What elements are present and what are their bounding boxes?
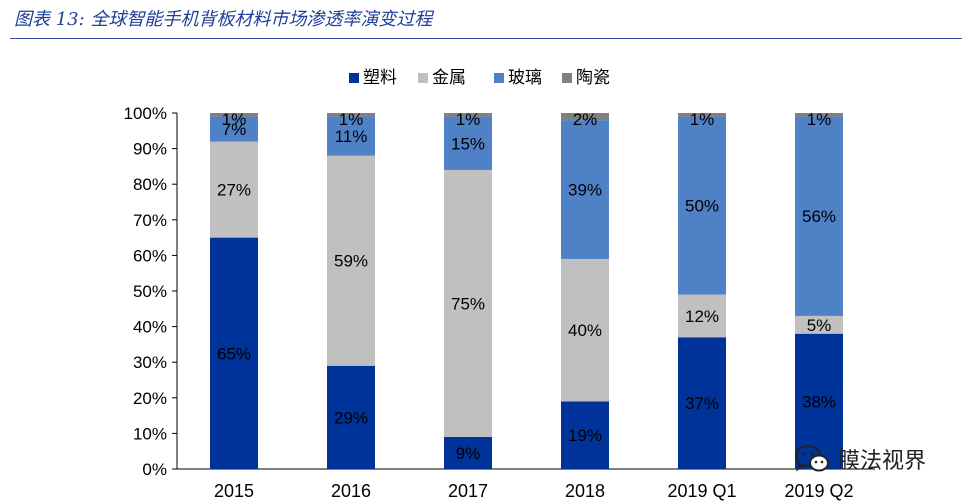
legend-label: 金属 [432, 68, 466, 87]
bar-segment [327, 365, 375, 469]
bar-segment [795, 116, 843, 316]
data-label: 40% [568, 321, 602, 340]
data-label: 7% [222, 120, 247, 139]
y-tick-label: 100% [124, 104, 167, 123]
y-tick-label: 90% [133, 140, 167, 159]
data-label: 27% [217, 181, 251, 200]
bar-segment [678, 113, 726, 117]
data-label: 65% [217, 344, 251, 363]
y-tick-label: 70% [133, 211, 167, 230]
data-label: 56% [802, 207, 836, 226]
data-label: 38% [802, 392, 836, 411]
bar-segment [327, 155, 375, 366]
y-tick-label: 30% [133, 353, 167, 372]
data-label: 1% [339, 110, 364, 129]
data-label: 9% [456, 444, 481, 463]
data-label: 1% [690, 110, 715, 129]
legend-label: 玻璃 [508, 68, 542, 87]
x-tick-label: 2016 [331, 481, 371, 501]
data-label: 1% [456, 110, 481, 129]
y-tick-label: 60% [133, 246, 167, 265]
x-tick-label: 2019 Q2 [784, 481, 853, 501]
bar-segment [444, 169, 492, 437]
bar-segment [210, 113, 258, 117]
legend-swatch [494, 73, 504, 83]
watermark-text: 膜法视界 [838, 448, 927, 473]
figure-number: 图表 13: [14, 9, 85, 30]
bar-segment [327, 113, 375, 117]
bar-segment [678, 116, 726, 295]
bar-segment [795, 315, 843, 334]
x-tick-label: 2019 Q1 [667, 481, 736, 501]
data-label: 75% [451, 294, 485, 313]
data-label: 1% [222, 110, 247, 129]
data-label: 37% [685, 394, 719, 413]
bar-segment [561, 258, 609, 402]
bar-segment [210, 141, 258, 238]
legend-swatch [418, 73, 428, 83]
data-label: 39% [568, 181, 602, 200]
x-tick-label: 2015 [214, 481, 254, 501]
watermark: 膜法视界 [794, 442, 926, 476]
bar-segment [327, 116, 375, 156]
data-label: 19% [568, 426, 602, 445]
bar-segment [678, 337, 726, 469]
wechat-icon [795, 445, 829, 472]
y-tick-label: 10% [133, 424, 167, 443]
data-label: 1% [807, 110, 832, 129]
figure-title-text: 全球智能手机背板材料市场渗透率演变过程 [90, 9, 433, 30]
y-tick-label: 20% [133, 389, 167, 408]
legend-label: 陶瓷 [576, 68, 610, 87]
x-tick-label: 2018 [565, 481, 605, 501]
data-label: 2% [573, 110, 598, 129]
data-label: 50% [685, 197, 719, 216]
bar-segment [561, 120, 609, 259]
bar-segment [444, 113, 492, 117]
bar-segment [444, 116, 492, 170]
data-label: 5% [807, 316, 832, 335]
bar-segment [210, 116, 258, 142]
y-tick-label: 40% [133, 318, 167, 337]
bar-segment [795, 113, 843, 117]
legend-label: 塑料 [363, 68, 397, 87]
x-tick-label: 2017 [448, 481, 488, 501]
y-tick-label: 50% [133, 282, 167, 301]
title-divider [10, 38, 962, 39]
legend-swatch [562, 73, 572, 83]
data-label: 11% [335, 127, 368, 146]
bar-segment [210, 237, 258, 469]
bar-segment [444, 436, 492, 469]
y-tick-label: 0% [142, 460, 167, 479]
bar-segment [678, 294, 726, 338]
data-label: 15% [451, 134, 485, 153]
bar-segment [561, 113, 609, 121]
data-label: 12% [685, 307, 719, 326]
data-label: 59% [334, 252, 368, 271]
data-label: 29% [334, 408, 368, 427]
bar-segment [561, 401, 609, 469]
legend-swatch [349, 73, 359, 83]
figure-title: 图表 13: 全球智能手机背板材料市场渗透率演变过程 [14, 5, 432, 31]
y-tick-label: 80% [133, 175, 167, 194]
